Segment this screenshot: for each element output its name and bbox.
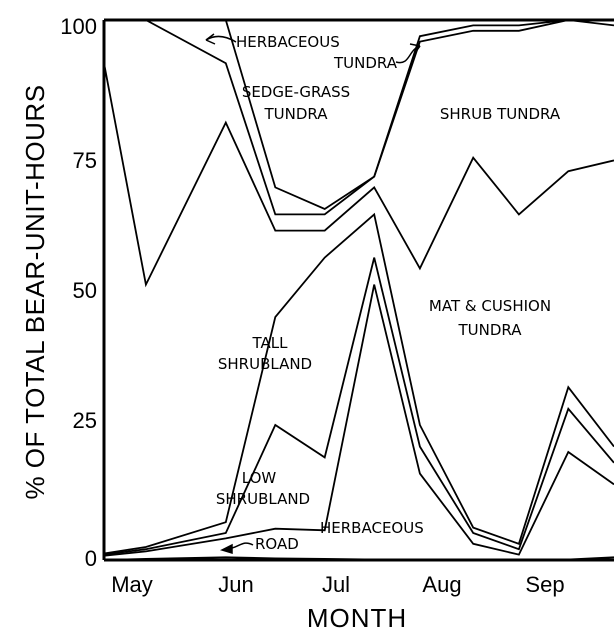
x-tick-jun: Jun <box>218 572 253 597</box>
x-tick-aug: Aug <box>422 572 461 597</box>
plot-frame <box>102 18 614 562</box>
label-low-shrubland-2: SHRUBLAND <box>216 490 310 508</box>
boundary-tall-shrubland-top <box>103 212 614 555</box>
label-mat-cushion-2: TUNDRA <box>458 321 523 339</box>
label-tall-shrubland-2: SHRUBLAND <box>218 355 312 373</box>
label-shrub-tundra: SHRUB TUNDRA <box>440 105 561 123</box>
arrowhead-herbaceous-tundra-left <box>205 33 216 45</box>
label-sedge-grass-2: TUNDRA <box>264 105 329 123</box>
label-low-shrubland-1: LOW <box>242 469 277 487</box>
label-mat-cushion-1: MAT & CUSHION <box>429 297 551 315</box>
x-tick-sep: Sep <box>525 572 564 597</box>
label-tall-shrubland-1: TALL <box>252 334 289 352</box>
label-herbaceous: HERBACEOUS <box>320 519 424 537</box>
label-sedge-grass-1: SEDGE-GRASS <box>242 83 350 101</box>
label-herbaceous-tundra-1: HERBACEOUS <box>236 33 340 51</box>
arrow-road <box>231 542 254 549</box>
x-axis-label: MONTH <box>307 603 407 630</box>
y-tick-50: 50 <box>73 278 97 303</box>
y-tick-0: 0 <box>85 546 97 571</box>
arrowhead-road <box>219 543 233 555</box>
x-tick-jul: Jul <box>322 572 350 597</box>
label-road: ROAD <box>255 535 299 553</box>
boundary-road-top <box>103 556 614 561</box>
boundary-lines <box>103 19 614 561</box>
callout-arrows <box>205 33 421 555</box>
boundary-mat-cushion-tundra-top <box>103 63 614 288</box>
boundary-low-shrubland-top <box>103 257 614 556</box>
y-tick-25: 25 <box>73 408 97 433</box>
arrowhead-herbaceous-tundra-right <box>409 43 421 55</box>
y-tick-75: 75 <box>73 148 97 173</box>
label-herbaceous-tundra-2: TUNDRA <box>333 54 398 72</box>
boundary-sedge-grass-tundra-top <box>104 19 614 211</box>
arrow-herbaceous-tundra-right <box>395 45 421 64</box>
boundary-herbaceous-top <box>103 284 614 557</box>
y-tick-100: 100 <box>60 14 97 39</box>
x-tick-may: May <box>111 572 153 597</box>
y-axis-label: % OF TOTAL BEAR-UNIT-HOURS <box>20 84 50 499</box>
